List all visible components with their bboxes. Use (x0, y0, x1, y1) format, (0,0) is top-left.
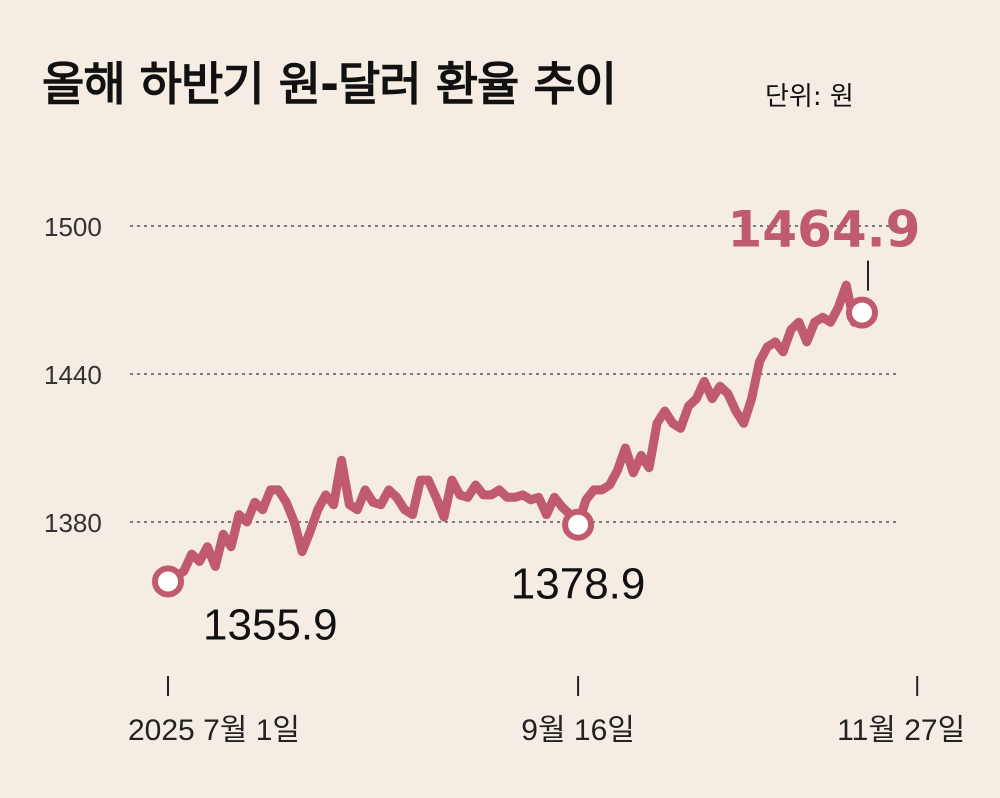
y-tick-1500: 1500 (44, 212, 102, 242)
data-label-0: 1355.9 (203, 600, 338, 649)
y-tick-1380: 1380 (44, 508, 102, 538)
data-point-marker-2 (846, 296, 878, 329)
chart-title: 올해 하반기 원-달러 환율 추이 (42, 57, 617, 111)
data-label-1: 1378.9 (511, 560, 646, 609)
data-label-2: 1464.9 (728, 201, 921, 259)
x-tick-label-0: 2025 7월 1일 (128, 714, 300, 747)
unit-label: 단위: 원 (765, 82, 854, 112)
data-point-marker-1 (562, 508, 595, 541)
series-line (163, 280, 867, 586)
x-tick-label-1: 9월 16일 (521, 714, 635, 747)
data-point-marker-0 (152, 565, 184, 598)
x-tick-label-2: 11월 27일 (837, 714, 965, 747)
y-tick-1440: 1440 (44, 360, 102, 390)
